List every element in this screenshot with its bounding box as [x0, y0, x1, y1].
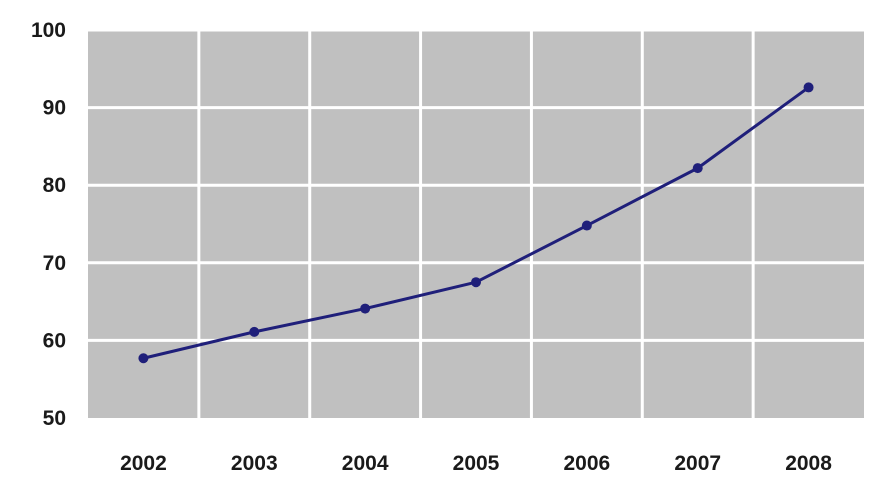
series-layer [138, 82, 814, 364]
x-axis: 2002 2003 2004 2005 2006 2007 2008 [120, 452, 832, 475]
x-tick-label: 2005 [453, 452, 500, 475]
x-tick-label: 2004 [342, 452, 389, 475]
data-point [692, 163, 703, 174]
data-point [249, 326, 260, 337]
x-tick-label: 2007 [674, 452, 721, 475]
y-axis: 50 60 70 80 90 100 [31, 19, 66, 430]
x-tick-label: 2008 [785, 452, 832, 475]
plot-area [88, 30, 864, 418]
x-tick-label: 2002 [120, 452, 167, 475]
y-tick-label: 70 [43, 252, 66, 275]
y-tick-label: 50 [43, 407, 66, 430]
data-point [581, 220, 592, 231]
data-point [803, 82, 814, 93]
y-tick-label: 60 [43, 329, 66, 352]
data-point [471, 277, 481, 288]
data-point [360, 303, 371, 314]
y-tick-label: 100 [31, 19, 66, 42]
gridlines [88, 28, 864, 418]
y-tick-label: 90 [43, 97, 66, 120]
data-point [138, 353, 149, 364]
y-tick-label: 80 [43, 174, 66, 197]
x-tick-label: 2003 [231, 452, 278, 475]
x-tick-label: 2006 [563, 452, 610, 475]
